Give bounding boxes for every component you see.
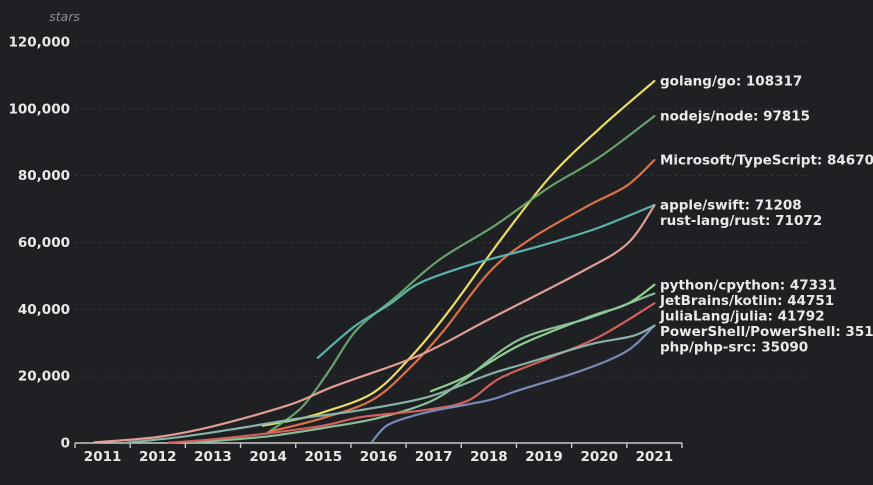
series-line-nodejs-node: [267, 115, 656, 434]
series-line-microsoft-typescript: [269, 159, 656, 433]
series-line-apple-swift: [316, 203, 656, 359]
x-tick-label-2020: 2020: [580, 449, 618, 465]
x-tick-label-2012: 2012: [139, 449, 177, 465]
x-tick-label-2021: 2021: [636, 449, 674, 465]
x-tick-label-2018: 2018: [470, 449, 508, 465]
series-line-julialang-julia: [167, 302, 656, 444]
series-line-php-php-src: [126, 324, 656, 444]
series-label-microsoft-typescript: Microsoft/TypeScript: 84670: [660, 153, 873, 169]
x-tick-label-2019: 2019: [525, 449, 563, 465]
x-tick-label-2014: 2014: [249, 449, 287, 465]
y-tick-label-40000: 40,000: [18, 302, 70, 318]
series-line-powershell-powershell: [370, 324, 656, 444]
series-label-apple-swift: apple/swift: 71208: [660, 198, 802, 214]
series-label-rust-lang-rust: rust-lang/rust: 71072: [660, 213, 822, 229]
series-label-golang-go: golang/go: 108317: [660, 74, 802, 90]
y-axis-title: stars: [49, 9, 80, 24]
series-line-jetbrains-kotlin: [195, 292, 656, 444]
series-line-rust-lang-rust: [93, 204, 656, 444]
x-tick-label-2013: 2013: [194, 449, 232, 465]
series-label-powershell-powershell: PowerShell/PowerShell: 35181: [660, 324, 873, 340]
series-label-jetbrains-kotlin: JetBrains/kotlin: 44751: [659, 293, 834, 309]
x-tick-label-2015: 2015: [305, 449, 343, 465]
y-tick-label-20000: 20,000: [18, 369, 70, 385]
x-tick-label-2017: 2017: [415, 449, 453, 465]
series-line-golang-go: [261, 79, 656, 427]
y-tick-label-120000: 120,000: [9, 35, 71, 51]
y-tick-label-100000: 100,000: [9, 101, 71, 117]
series-label-julialang-julia: JuliaLang/julia: 41792: [659, 309, 825, 325]
y-tick-label-0: 0: [61, 436, 70, 452]
y-tick-label-80000: 80,000: [18, 168, 70, 184]
series-label-php-php-src: php/php-src: 35090: [660, 340, 808, 356]
series-label-python-cpython: python/cpython: 47331: [660, 277, 837, 293]
y-tick-label-60000: 60,000: [18, 235, 70, 251]
x-tick-label-2011: 2011: [84, 449, 122, 465]
series-label-nodejs-node: nodejs/node: 97815: [660, 109, 810, 125]
x-tick-label-2016: 2016: [360, 449, 398, 465]
